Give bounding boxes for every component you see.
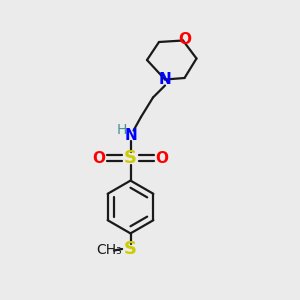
Text: S: S <box>124 149 137 167</box>
Text: N: N <box>159 72 171 87</box>
Text: H: H <box>117 123 127 136</box>
Text: CH₃: CH₃ <box>97 244 122 257</box>
Text: O: O <box>155 151 169 166</box>
Text: O: O <box>92 151 106 166</box>
Text: O: O <box>178 32 191 47</box>
Text: N: N <box>124 128 137 143</box>
Text: S: S <box>124 240 137 258</box>
